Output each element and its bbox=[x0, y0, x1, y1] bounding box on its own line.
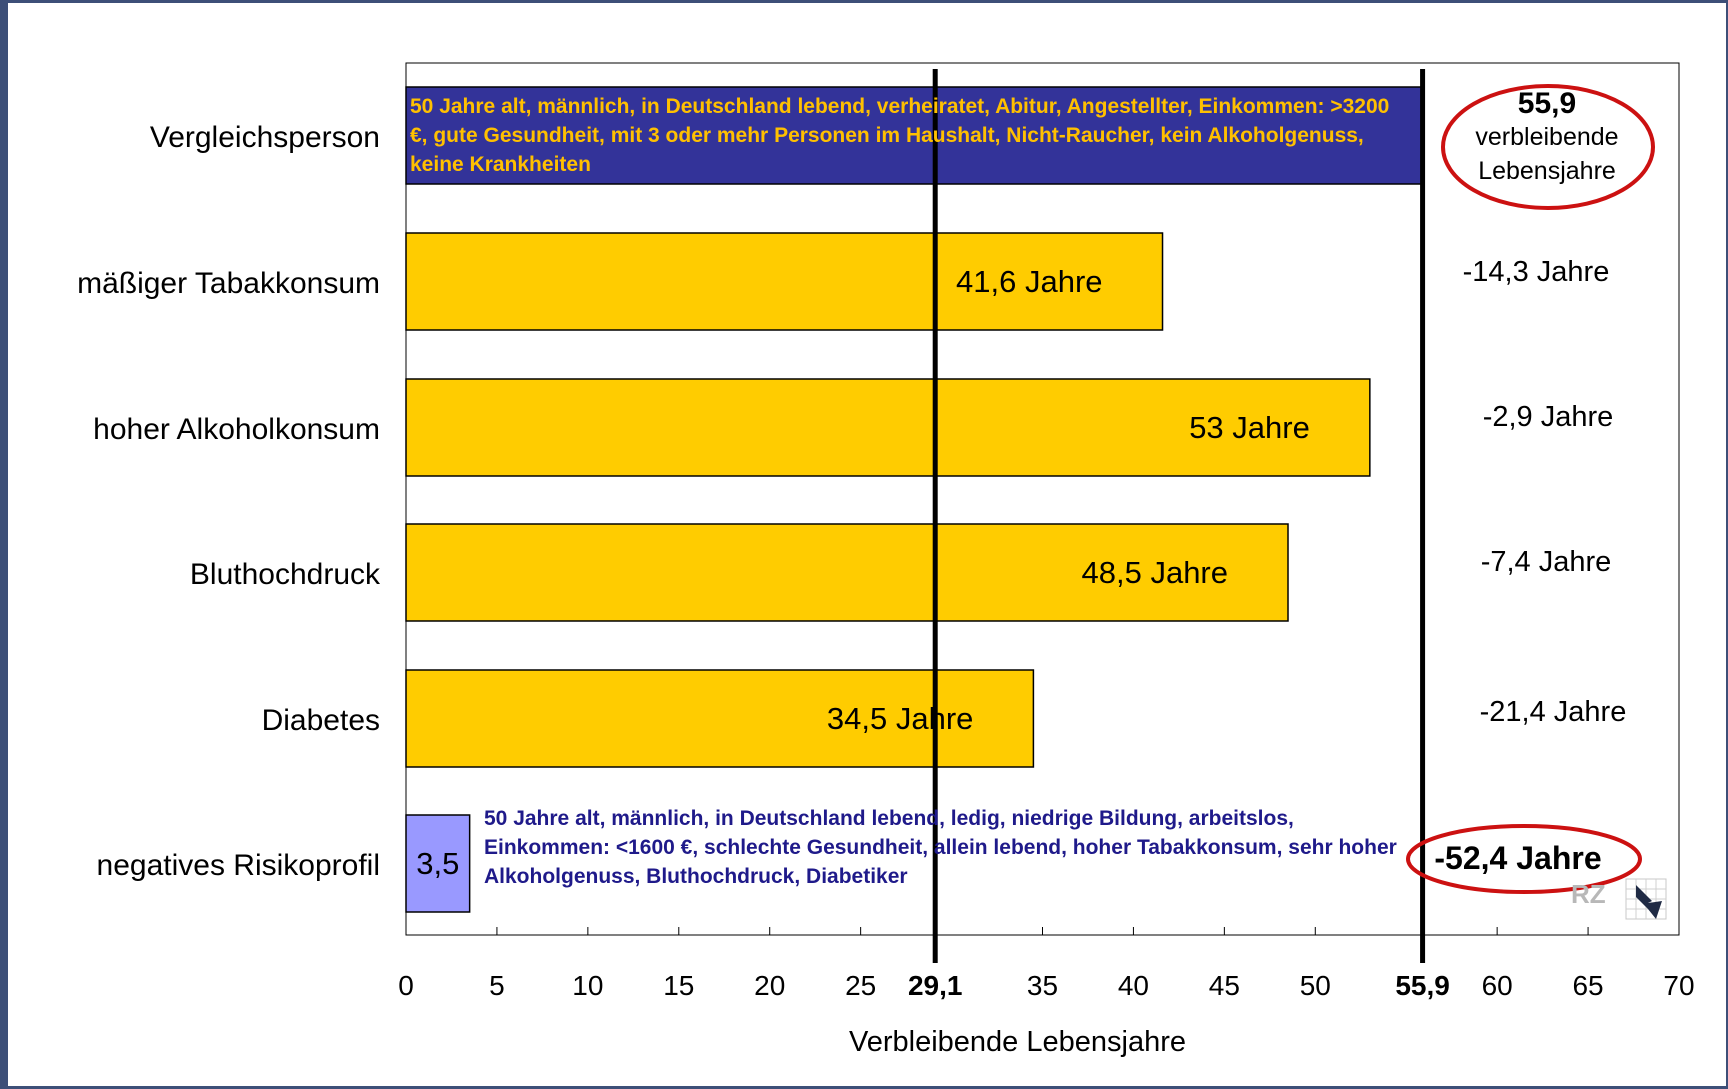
bar-3 bbox=[405, 523, 1289, 622]
x-tick-label: 5 bbox=[489, 970, 505, 1001]
bar-5 bbox=[405, 814, 471, 913]
x-axis-title: Verbleibende Lebensjahre bbox=[849, 1026, 1186, 1058]
x-tick-label: 15 bbox=[663, 970, 694, 1001]
bar-value-label: 34,5 Jahre bbox=[827, 701, 974, 736]
reference-line-label: 29,1 bbox=[908, 970, 963, 1001]
bar-2 bbox=[405, 378, 1371, 477]
reference-person-description: 50 Jahre alt, männlich, in Deutschland l… bbox=[410, 95, 1390, 176]
bar-value-label: 48,5 Jahre bbox=[1082, 555, 1229, 590]
bar-1 bbox=[405, 232, 1164, 331]
x-tick-label: 35 bbox=[1027, 970, 1058, 1001]
difference-label: -52,4 Jahre bbox=[1434, 840, 1601, 876]
x-tick-label: 45 bbox=[1209, 970, 1240, 1001]
logo-arrow-icon bbox=[1636, 885, 1662, 919]
reference-value: 55,9 bbox=[1518, 87, 1576, 120]
category-label: Vergleichsperson bbox=[150, 121, 380, 154]
x-tick-label: 50 bbox=[1300, 970, 1331, 1001]
negative-profile-description: 50 Jahre alt, männlich, in Deutschland l… bbox=[484, 807, 1397, 888]
category-label: negatives Risikoprofil bbox=[97, 849, 380, 882]
difference-label: -2,9 Jahre bbox=[1483, 401, 1614, 433]
category-label: mäßiger Tabakkonsum bbox=[77, 267, 380, 300]
category-label: Bluthochdruck bbox=[190, 558, 381, 591]
rz-logo: RZ bbox=[1571, 879, 1606, 909]
category-label: Diabetes bbox=[262, 704, 380, 737]
x-tick-label: 40 bbox=[1118, 970, 1149, 1001]
x-tick-label: 65 bbox=[1572, 970, 1603, 1001]
reference-line-label: 55,9 bbox=[1395, 970, 1450, 1001]
x-tick-label: 60 bbox=[1482, 970, 1513, 1001]
x-tick-label: 20 bbox=[754, 970, 785, 1001]
highlight-ellipse-negative bbox=[1406, 824, 1642, 894]
difference-label: -7,4 Jahre bbox=[1481, 546, 1612, 578]
reference-caption-line2: Lebensjahre bbox=[1478, 157, 1616, 185]
category-label: hoher Alkoholkonsum bbox=[93, 413, 380, 446]
difference-label: -14,3 Jahre bbox=[1463, 256, 1610, 288]
reference-caption-line1: verbleibende bbox=[1475, 123, 1618, 151]
difference-label: -21,4 Jahre bbox=[1480, 696, 1627, 728]
x-tick-label: 70 bbox=[1663, 970, 1694, 1001]
bar-4 bbox=[405, 669, 1035, 768]
x-tick-label: 10 bbox=[572, 970, 603, 1001]
bar-chart: Vergleichsperson mäßiger Tabakkonsum 41,6 … bbox=[77, 62, 1695, 1058]
bar-value-label: 3,5 bbox=[416, 846, 459, 881]
bar-value-label: 53 Jahre bbox=[1189, 410, 1310, 445]
bar-0 bbox=[405, 86, 1424, 185]
highlight-ellipse-reference bbox=[1441, 84, 1655, 210]
bar-value-label: 41,6 Jahre bbox=[956, 264, 1103, 299]
x-tick-label: 25 bbox=[845, 970, 876, 1001]
x-tick-label: 0 bbox=[398, 970, 414, 1001]
